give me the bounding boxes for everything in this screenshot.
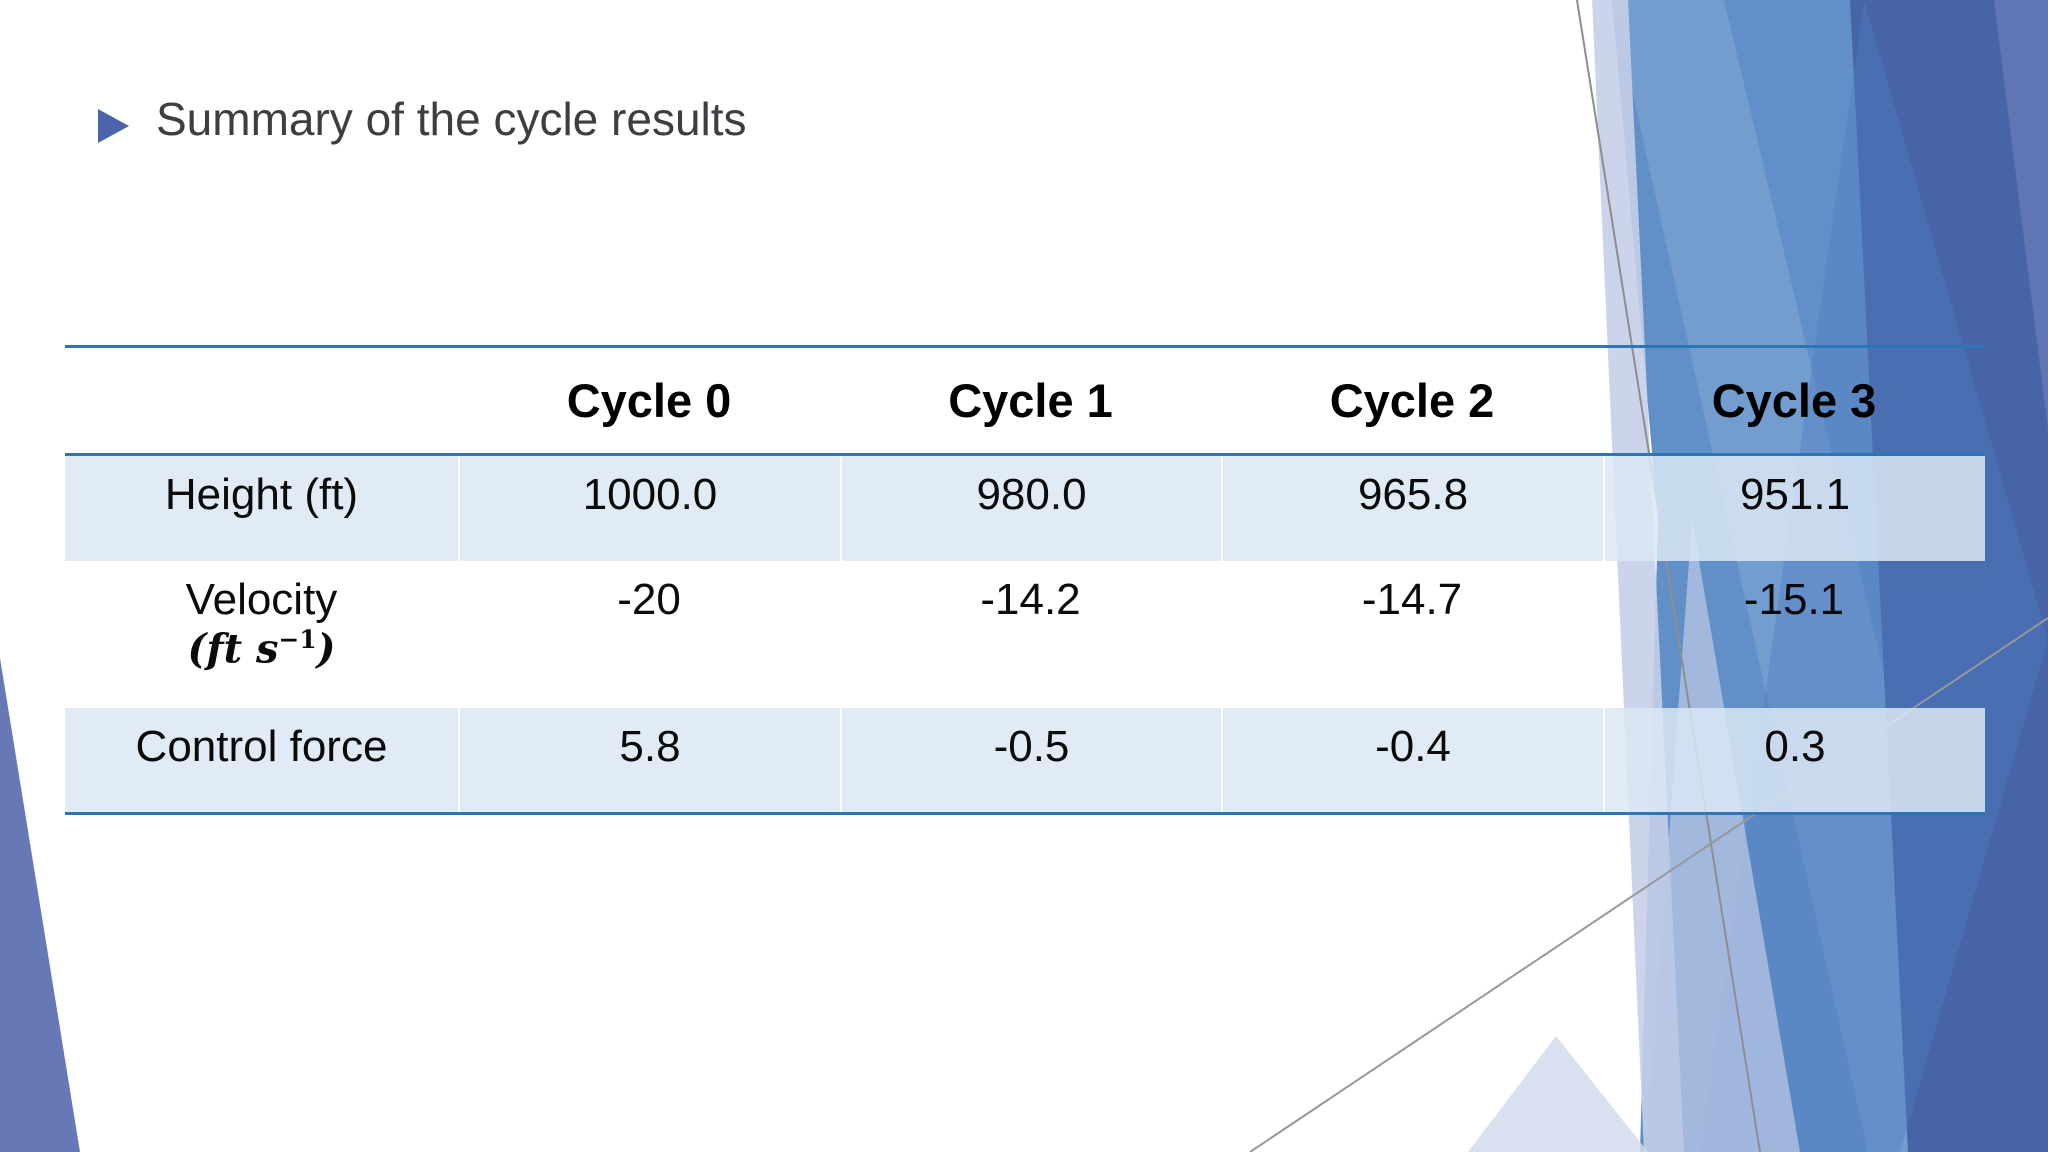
cell-height-cycle-0: 1000.0 xyxy=(458,456,840,561)
velocity-label: Velocity xyxy=(185,575,338,624)
facet-indigo-column xyxy=(1850,0,2048,1152)
cell-velocity-cycle-2: -14.7 xyxy=(1361,575,1463,624)
table-row-velocity: Velocity (ft s−1) -20 -14.2 -14.7 -15.1 xyxy=(65,561,1985,708)
col-header-cycle-2: Cycle 2 xyxy=(1221,348,1603,456)
col-header-cycle-0: Cycle 0 xyxy=(458,348,840,456)
cell-control-cycle-2: -0.4 xyxy=(1221,708,1603,812)
corner-triangle xyxy=(0,658,80,1152)
cell-height-cycle-1: 980.0 xyxy=(840,456,1221,561)
table-row-control-force: Control force 5.8 -0.5 -0.4 0.3 xyxy=(65,708,1985,812)
cell-velocity-cycle-0: -20 xyxy=(617,575,681,624)
cell-height-cycle-2: 965.8 xyxy=(1221,456,1603,561)
header-row: Cycle 0 Cycle 1 Cycle 2 Cycle 3 xyxy=(65,348,1985,456)
cell-control-cycle-3: 0.3 xyxy=(1603,708,1985,812)
row-label-height: Height (ft) xyxy=(65,456,458,561)
slide-title-row: Summary of the cycle results xyxy=(98,96,747,143)
col-header-cycle-3: Cycle 3 xyxy=(1603,348,1985,456)
facet-inner-shade xyxy=(1700,0,2048,1152)
thin-line-vertical xyxy=(1576,0,1761,1152)
row-label-velocity: Velocity (ft s−1) xyxy=(65,561,458,708)
row-label-control-force: Control force xyxy=(65,708,458,812)
thin-line-diagonal xyxy=(1249,617,2048,1152)
facet-corner-light xyxy=(1994,0,2048,430)
facet-pale-tip xyxy=(1468,1036,1648,1152)
results-table: Cycle 0 Cycle 1 Cycle 2 Cycle 3 Height (… xyxy=(65,345,1985,815)
cell-control-cycle-0: 5.8 xyxy=(458,708,840,812)
velocity-unit: (ft s−1) xyxy=(187,625,336,673)
cell-control-cycle-1: -0.5 xyxy=(840,708,1221,812)
corner-cell xyxy=(65,348,458,456)
cell-velocity-cycle-1: -14.2 xyxy=(980,575,1081,624)
bullet-triangle-icon xyxy=(98,109,129,143)
col-header-cycle-1: Cycle 1 xyxy=(840,348,1221,456)
table-row-height: Height (ft) 1000.0 980.0 965.8 951.1 xyxy=(65,456,1985,561)
cell-height-cycle-3: 951.1 xyxy=(1603,456,1985,561)
cell-velocity-cycle-3: -15.1 xyxy=(1743,575,1845,624)
facet-lavender-band xyxy=(1592,0,1684,1152)
page-title: Summary of the cycle results xyxy=(156,93,747,145)
